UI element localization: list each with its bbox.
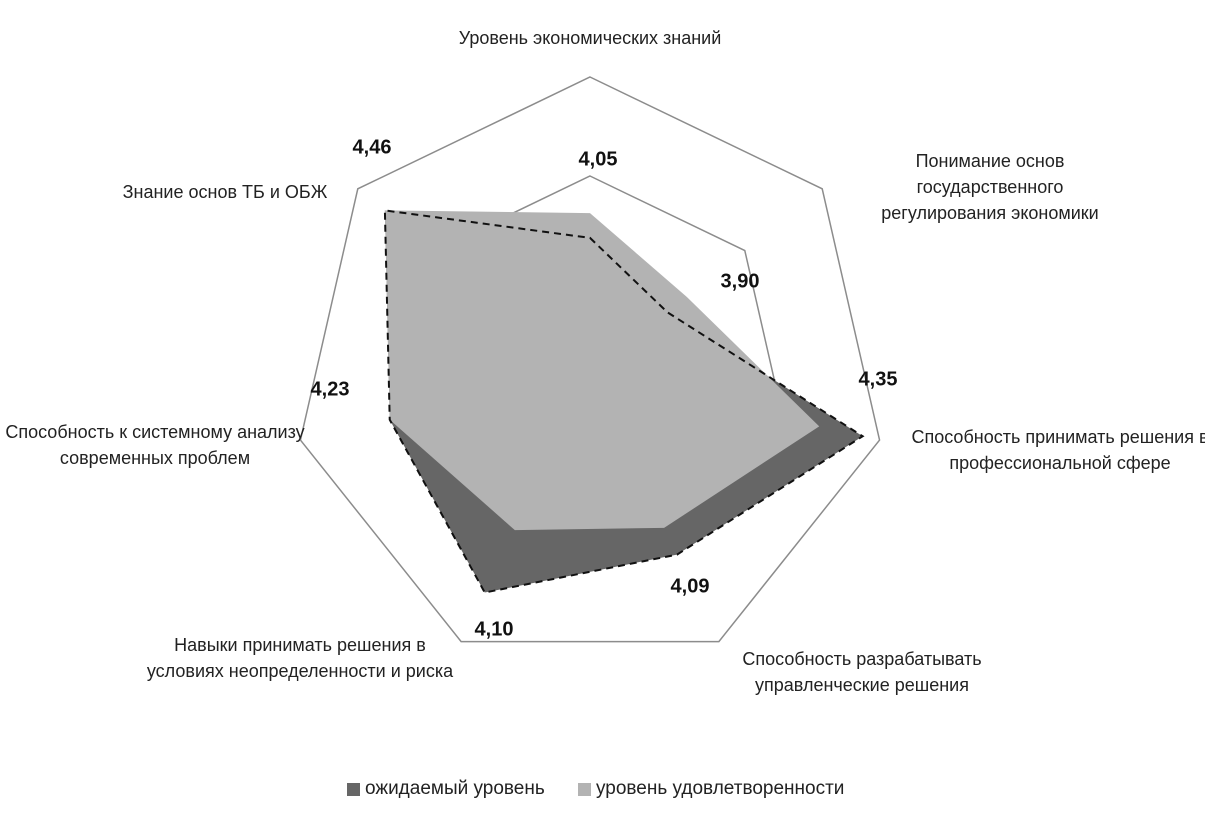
data-label: 4,09	[670, 575, 710, 598]
legend-item: ожидаемый уровень	[347, 778, 545, 800]
data-label: 4,23	[310, 378, 350, 401]
legend-item: уровень удовлетворенности	[578, 778, 844, 800]
category-label: Способность к системному анализу совреме…	[5, 422, 305, 468]
category-label: Понимание основ государственного регулир…	[881, 151, 1099, 223]
category-label: Знание основ ТБ и ОБЖ	[122, 182, 328, 202]
category-label: Способность разрабатывать управленческие…	[742, 649, 982, 695]
category-label: Способность принимать решения в професси…	[911, 427, 1205, 473]
data-label: 4,05	[578, 148, 618, 171]
data-label: 4,46	[352, 136, 392, 159]
data-label: 4,10	[474, 618, 514, 641]
data-label: 4,35	[858, 368, 898, 391]
legend-label: ожидаемый уровень	[365, 778, 545, 799]
legend-swatch	[578, 782, 591, 796]
legend-label: уровень удовлетворенности	[596, 778, 845, 799]
category-label: Навыки принимать решения в условиях неоп…	[146, 635, 454, 681]
data-label: 3,90	[720, 270, 760, 293]
legend-swatch	[347, 782, 360, 796]
series-area	[384, 210, 820, 531]
series-outline	[383, 209, 865, 594]
grid-ring	[299, 76, 881, 643]
category-label: Уровень экономических знаний	[458, 28, 722, 48]
